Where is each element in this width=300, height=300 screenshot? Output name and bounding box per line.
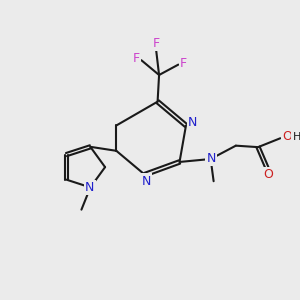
Text: O: O xyxy=(282,130,292,143)
Text: N: N xyxy=(85,181,94,194)
Text: N: N xyxy=(142,175,151,188)
Text: F: F xyxy=(152,37,160,50)
Text: F: F xyxy=(132,52,140,65)
Text: H: H xyxy=(292,132,300,142)
Text: N: N xyxy=(188,116,197,129)
Text: F: F xyxy=(180,57,187,70)
Text: N: N xyxy=(206,152,216,165)
Text: O: O xyxy=(263,168,273,181)
